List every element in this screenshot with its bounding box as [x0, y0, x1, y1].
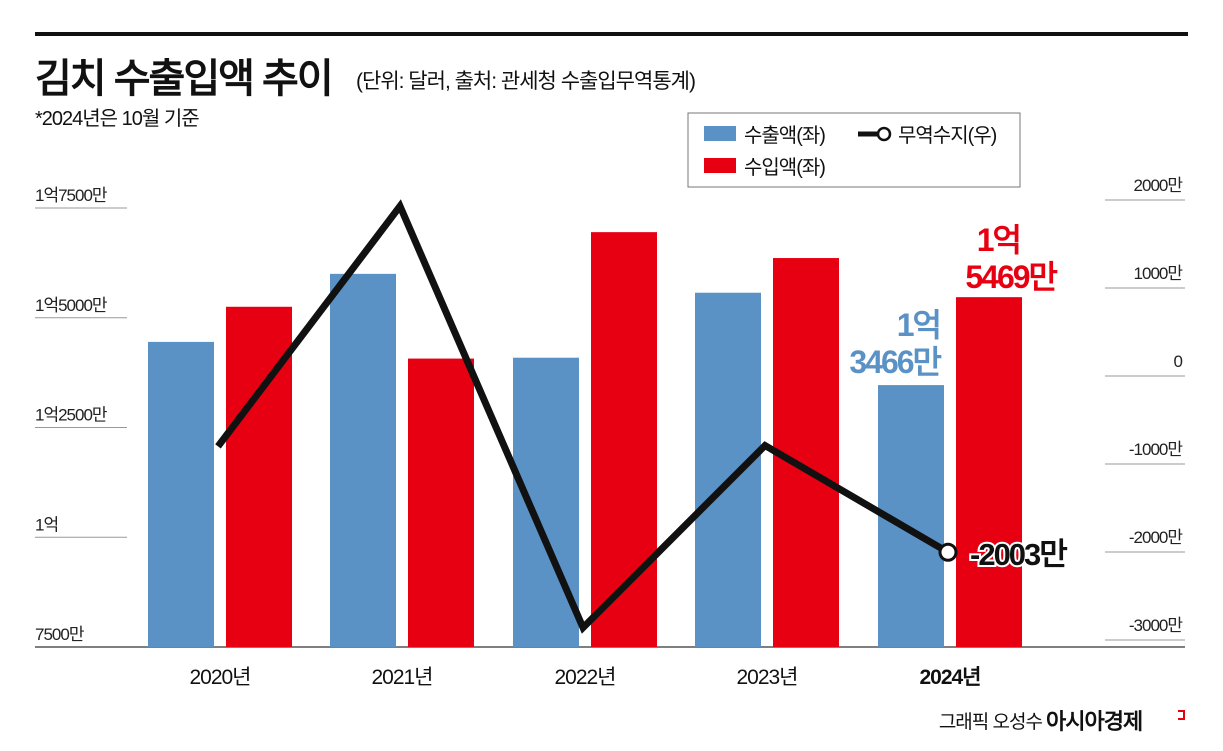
left-tick-label: 1억 [35, 515, 58, 534]
export-bar-0 [148, 341, 214, 647]
legend-swatch-import [704, 158, 736, 173]
chart-note: *2024년은 10월 기준 [35, 107, 199, 130]
x-tick-label: 2021년 [371, 666, 432, 689]
publisher-logo: 아시아경제 [1046, 709, 1185, 734]
x-tick-label: 2020년 [189, 666, 250, 689]
annotation-import-2024-line2: 5469만 [965, 259, 1057, 295]
balance-line [215, 199, 958, 634]
x-tick-label: 2023년 [736, 666, 797, 689]
bars [148, 232, 1022, 647]
logo-mark-icon [1178, 710, 1185, 720]
legend-label-balance: 무역수지(우) [898, 124, 997, 147]
legend-label-import: 수입액(좌) [744, 156, 825, 179]
export-bar-1 [330, 273, 396, 647]
right-tick-label: -3000만 [1129, 616, 1183, 635]
left-tick-label: 1억2500만 [35, 406, 108, 425]
legend-label-export: 수출액(좌) [744, 124, 825, 147]
annotation-import-2024-line1: 1억 [977, 222, 1020, 258]
right-tick-label: -1000만 [1129, 440, 1183, 459]
left-tick-label: 7500만 [35, 625, 85, 644]
x-tick-label: 2024년 [919, 666, 980, 689]
legend-marker-balance [876, 126, 892, 142]
annotation-balance-2024: -2003만 [970, 537, 1067, 572]
legend: 수출액(좌) 수입액(좌) 무역수지(우) [687, 112, 1021, 188]
export-bar-3 [695, 292, 761, 647]
import-bar-2 [591, 232, 657, 647]
import-bar-1 [408, 358, 474, 647]
balance-point-2024 [938, 542, 958, 562]
right-tick-label: -2000만 [1129, 528, 1183, 547]
annotation-export-2024-line1: 1억 [897, 307, 940, 343]
right-tick-label: 2000만 [1134, 176, 1184, 195]
legend-box [687, 112, 1021, 188]
legend-swatch-export [704, 126, 736, 141]
right-tick-label: 1000만 [1134, 264, 1184, 283]
import-bar-3 [773, 258, 839, 647]
logo-text: 아시아경제 [1046, 709, 1142, 734]
right-tick-label: 0 [1174, 352, 1183, 371]
axes: 7500만 1억 1억2500만 1억5000만 1억7500만 -3000만 -2000만… [35, 176, 1185, 689]
chart-title: 김치 수출입액 추이 [35, 57, 332, 101]
left-tick-label: 1억7500만 [35, 186, 108, 205]
x-tick-label: 2022년 [554, 666, 615, 689]
chart-subtitle: (단위: 달러, 출처: 관세청 수출입무역통계) [356, 70, 695, 93]
left-tick-label: 1억5000만 [35, 296, 108, 315]
import-bar-4 [956, 297, 1022, 647]
annotation-export-2024-line2: 3466만 [849, 344, 941, 380]
credit: 그래픽 오성수 [939, 711, 1043, 733]
balance-line-path [215, 199, 950, 634]
annotations: 1억 3466만 1억 5469만 -2003만 [849, 222, 1071, 574]
